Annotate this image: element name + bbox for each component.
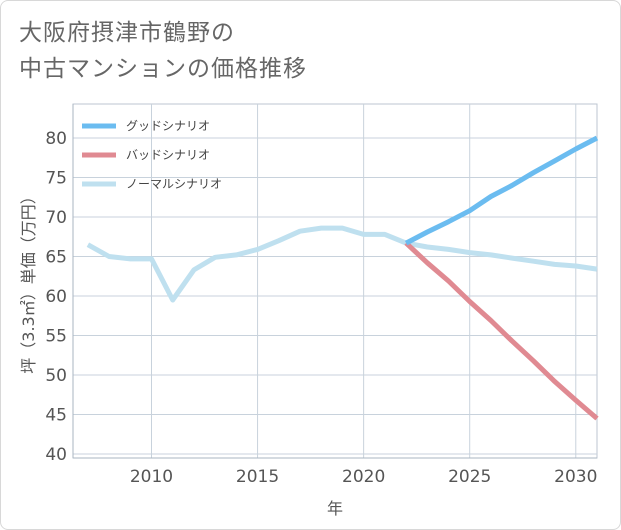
x-tick-label: 2010 xyxy=(130,467,173,487)
legend-label: ノーマルシナリオ xyxy=(126,177,222,191)
y-tick-label: 50 xyxy=(45,366,67,386)
x-tick-label: 2015 xyxy=(236,467,279,487)
tick-labels: 40 45 50 55 60 65 70 75 80 2010 2015 2020 2025 2030 xyxy=(45,129,597,487)
x-axis-label: 年 xyxy=(327,499,343,518)
legend-label: グッドシナリオ xyxy=(126,119,210,133)
series-group xyxy=(86,135,599,421)
series-line-2 xyxy=(86,225,598,303)
y-tick-label: 80 xyxy=(45,129,67,149)
axes xyxy=(72,104,597,459)
y-tick-label: 45 xyxy=(45,406,67,426)
x-tick-label: 2020 xyxy=(342,467,385,487)
y-tick-label: 40 xyxy=(45,445,67,465)
y-tick-label: 70 xyxy=(45,208,67,228)
legend-label: バッドシナリオ xyxy=(126,148,210,162)
y-tick-label: 75 xyxy=(45,168,67,188)
y-tick-label: 65 xyxy=(45,248,67,268)
y-axis-label: 坪（3.3㎡）単価（万円） xyxy=(19,188,38,373)
y-tick-label: 60 xyxy=(45,287,67,307)
series-line-1 xyxy=(404,241,599,421)
x-tick-label: 2030 xyxy=(554,467,597,487)
chart-title: 大阪府摂津市鶴野の 中古マンションの価格推移 xyxy=(19,15,599,87)
x-tick-label: 2025 xyxy=(448,467,491,487)
chart-title-line2: 中古マンションの価格推移 xyxy=(19,56,307,82)
chart-title-line1: 大阪府摂津市鶴野の xyxy=(19,20,235,46)
y-tick-label: 55 xyxy=(45,327,67,347)
series-line-0 xyxy=(404,135,599,246)
